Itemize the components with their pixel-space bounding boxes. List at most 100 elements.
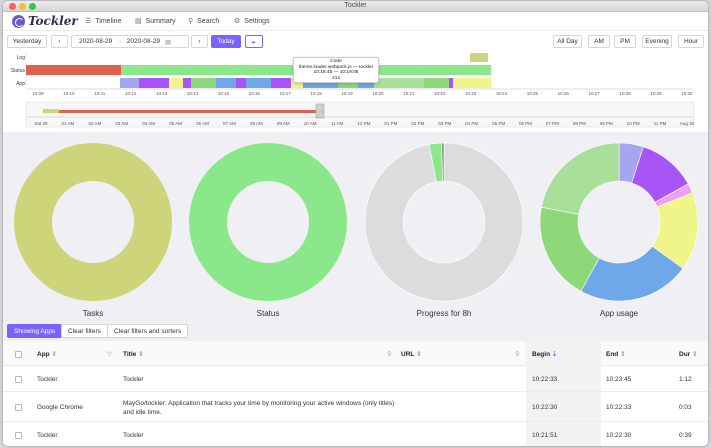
cell-dur: 0:39 [679, 432, 692, 439]
overview-tick-label: 10 PM [626, 121, 640, 126]
table-row[interactable]: Google Chrome MayGo/tockler: Application… [3, 392, 708, 422]
cell-app: Google Chrome [37, 404, 83, 411]
range-pm[interactable]: PM [614, 35, 636, 48]
overview-tick-label: 04 AM [142, 121, 156, 126]
cell-begin: 10:22:30 [532, 404, 558, 411]
range-hour[interactable]: Hour [678, 35, 704, 48]
donut-label-tasks: Tasks [82, 309, 104, 318]
cell-begin: 10:21:51 [532, 432, 558, 439]
next-day-button[interactable]: › [191, 35, 208, 48]
date-range-picker[interactable]: 2020-08-29 → 2020-08-29 ▦ [71, 35, 189, 48]
nav-summary-label: Summary [145, 17, 176, 25]
brand-name: Tockler [28, 14, 78, 28]
header-url[interactable]: URL ⇕ [401, 351, 422, 358]
overview-tick-label: 07 PM [545, 121, 559, 126]
timeline-tick-label: 10:19 [341, 91, 353, 96]
overview-log-bar [43, 109, 59, 113]
donut-slice[interactable] [441, 142, 445, 182]
timeline-tick-label: 10:26 [557, 91, 569, 96]
timeline-icon: ☰ [85, 18, 92, 25]
overview-tick-label: 01 PM [384, 121, 398, 126]
range-all-day[interactable]: All Day [553, 35, 582, 48]
overview-tick-label: 03 AM [115, 121, 129, 126]
row-checkbox[interactable] [15, 376, 22, 383]
overview-brush[interactable] [25, 101, 695, 128]
overview-tick-label: 03 PM [438, 121, 452, 126]
timeline-tick-label: 10:17 [279, 91, 291, 96]
app-lane-bars[interactable] [120, 78, 491, 88]
url-search-icon[interactable]: ⚲ [515, 351, 520, 358]
sorted-column-bg [526, 341, 601, 446]
lane-label-app: App [16, 81, 25, 87]
header-title[interactable]: Title ⇕ [123, 351, 144, 358]
timeline-tick-label: 10:12 [125, 91, 137, 96]
nav-settings[interactable]: ⚙ Settings [234, 17, 270, 26]
header-dur[interactable]: Dur ⇕ [679, 351, 698, 358]
overview-tick-label: 05 AM [169, 121, 182, 126]
clear-filters-sorters-button[interactable]: Clear filters and sorters [107, 324, 189, 338]
tooltip-title: theme.loader.webpack.js — tockler [298, 64, 374, 70]
donut-slice[interactable] [14, 143, 172, 301]
timeline-tick-label: 10:28 [619, 91, 631, 96]
nav-settings-label: Settings [244, 17, 270, 25]
title-search-icon[interactable]: ⚲ [387, 351, 392, 358]
app-logo-icon [12, 15, 25, 28]
search-icon: ⚲ [188, 18, 194, 25]
timeline-tick-label: 10:21 [403, 91, 415, 96]
clear-filters-button[interactable]: Clear filters [61, 324, 108, 338]
overview-tick-label: Sat 29 [34, 121, 48, 126]
header-end[interactable]: End ⇕ [606, 351, 626, 358]
overview-tick-label: 05 PM [492, 121, 506, 126]
nav-summary[interactable]: ▤ Summary [135, 17, 176, 26]
minimize-window-button[interactable] [19, 3, 26, 10]
range-evening[interactable]: Evening [642, 35, 672, 48]
cell-title: Tockler [123, 376, 144, 383]
row-checkbox[interactable] [15, 432, 22, 439]
overview-tick-label: 12 PM [357, 121, 371, 126]
timeline-tick-label: 10:20 [372, 91, 384, 96]
zoom-window-button[interactable] [29, 3, 36, 10]
tooltip-app: Code [330, 59, 342, 64]
timeline-tick-label: 10:24 [495, 91, 508, 96]
donut-slice[interactable] [189, 143, 347, 301]
close-window-button[interactable] [9, 3, 16, 10]
header-app[interactable]: App ⇕ [37, 351, 57, 358]
row-checkbox[interactable] [15, 404, 22, 411]
overview-tick-label: 07 AM [223, 121, 236, 126]
yesterday-button[interactable]: Yesterday [7, 35, 47, 48]
tooltip-time: 10:18:45 — 10:19:06 [313, 70, 359, 76]
timeline-tick-label: 10:15 [217, 91, 230, 96]
donut-slice[interactable] [364, 142, 524, 302]
overview-tick-label: 02 AM [88, 121, 102, 126]
timeline-tick-label: 10:27 [588, 91, 600, 96]
range-am[interactable]: AM [588, 35, 610, 48]
today-button[interactable]: Today [211, 35, 241, 48]
select-all-checkbox[interactable] [15, 351, 22, 358]
timeline-chart[interactable]: Log Status App [3, 50, 708, 132]
log-bar[interactable] [470, 53, 488, 62]
filter-bar: Showing Apps Clear filters Clear filters… [3, 321, 708, 341]
header-begin[interactable]: Begin ⇣ [532, 351, 558, 358]
table-row[interactable]: Tockler Tockler 10:22:33 10:23:45 1:12 [3, 366, 708, 392]
timeline-tick-label: 10:23 [464, 91, 477, 96]
nav-timeline[interactable]: ☰ Timeline [85, 17, 121, 26]
status-offline-bar[interactable] [26, 65, 121, 75]
cell-title: MayGo/tockler: Application that tracks y… [123, 400, 395, 416]
overview-tick-label: 01 AM [61, 121, 75, 126]
nav-search[interactable]: ⚲ Search [188, 17, 219, 26]
timeline-tick-label: 10:16 [248, 91, 260, 96]
timeline-tick-label: 10:30 [681, 91, 693, 96]
overview-tick-label: 06 PM [518, 121, 533, 126]
filter-icon[interactable]: ▽ [107, 351, 112, 358]
donut-label-progress: Progress for 8h [416, 309, 472, 318]
activity-table: App ⇕ ▽ Title ⇕ ⚲ URL ⇕ ⚲ Begin ⇣ End ⇕ … [3, 341, 708, 446]
play-button[interactable]: ▸ [245, 35, 263, 48]
donut-label-app-usage: App usage [599, 309, 639, 318]
donut-slice[interactable] [541, 142, 620, 215]
prev-day-button[interactable]: ‹ [51, 35, 68, 48]
table-row[interactable]: Tockler Tockler 10:21:51 10:22:30 0:39 [3, 422, 708, 446]
window-title: Tockler [344, 2, 367, 9]
timeline-tooltip: Code theme.loader.webpack.js — tockler 1… [293, 57, 379, 83]
showing-apps-button[interactable]: Showing Apps [7, 324, 63, 338]
overview-tick-label: 08 PM [572, 121, 586, 126]
